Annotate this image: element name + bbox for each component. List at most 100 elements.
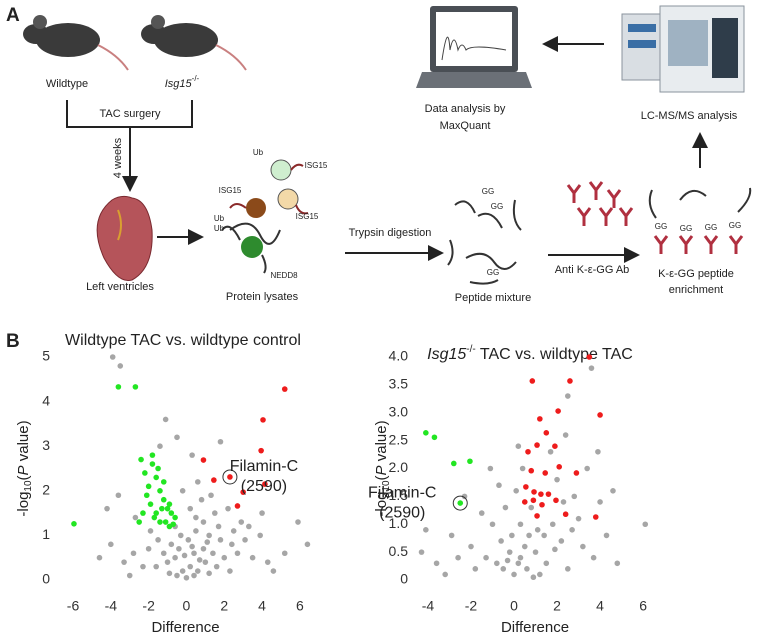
x-axis-label: Difference [501,619,569,634]
data-point [249,554,256,561]
step-label: MaxQuant [440,120,491,132]
data-point [204,539,211,545]
data-point [155,537,161,543]
data-point [149,452,156,458]
data-point [181,552,188,559]
data-point [208,492,214,499]
x-tick-label: -4 [422,598,435,614]
data-point [567,378,573,384]
step-label: LC-MS/MS analysis [641,110,738,122]
data-point [450,460,457,467]
data-point [168,541,175,548]
data-point [130,550,137,557]
x-tick-label: -6 [67,598,80,614]
y-tick-label: 2.5 [389,431,409,447]
tag-label: NEDD8 [270,271,298,280]
data-point [537,416,543,422]
data-point [575,515,582,522]
data-point [194,479,201,485]
data-point [160,479,167,485]
data-point [524,566,530,572]
data-point [136,519,142,525]
data-point [229,541,235,548]
step-label: Protein lysates [226,291,299,303]
data-point [487,465,494,472]
data-point [217,438,224,445]
data-point [145,483,152,490]
data-point [528,504,535,511]
data-point [145,545,152,552]
x-tick-label: 6 [296,598,304,614]
data-point [138,456,144,463]
data-point [238,519,245,525]
data-point [200,519,207,525]
data-point [172,514,178,521]
tag-label: GG [482,187,494,196]
data-point [553,497,559,504]
data-point [442,571,448,578]
data-point [198,496,205,503]
data-point [213,563,220,570]
data-point [242,537,248,543]
data-point [525,448,531,455]
data-point [153,474,159,481]
data-point [211,477,217,483]
step-label: enrichment [669,284,723,296]
data-point [210,550,216,557]
enrichment-icon [648,187,752,254]
data-point [517,554,524,561]
scatter-chart: Wildtype TAC vs. wildtype control -6 -4 -2 0… [15,332,311,634]
laptop-icon [416,6,532,88]
data-point [530,574,537,581]
data-point [227,568,233,574]
data-point [258,447,264,454]
data-point [511,571,517,578]
data-point [472,566,479,572]
data-point [565,566,571,572]
data-point [140,510,146,516]
data-point [221,554,228,561]
data-point [194,568,201,574]
data-point [448,532,455,539]
data-point [174,434,180,441]
data-point [200,457,207,463]
data-point [189,452,195,458]
data-point [234,550,241,557]
data-point [506,549,513,555]
step-label: Left ventricles [86,281,154,293]
label-part: ( [15,475,32,480]
mouse-icon [141,15,247,71]
label-part: -log [373,492,390,517]
data-point [515,443,522,450]
data-point [534,513,540,519]
data-point [160,496,167,503]
data-point [217,537,224,543]
data-point [260,417,266,423]
data-point [281,550,288,557]
data-point [483,554,489,561]
label-part: value) [15,420,32,465]
data-point [246,523,252,530]
x-tick-label: 0 [183,598,191,614]
data-point [517,521,524,528]
heart-vessel [117,209,122,241]
data-point [115,492,122,499]
tag-label: Ub [253,148,264,157]
data-point [162,416,169,423]
x-tick-label: 2 [553,598,561,614]
data-point [147,528,154,534]
step-label: Anti K-ε-GG Ab [555,264,630,276]
data-point [262,481,268,487]
data-point [642,521,649,528]
title-part: TAC vs. wildtype TAC [476,346,633,363]
data-point [174,572,180,579]
data-point [543,430,550,436]
y-tick-label: 1.0 [389,515,409,531]
data-point [457,500,464,506]
data-point [494,560,500,567]
y-axis-label: -log10(P value) [373,420,392,516]
genotype: -/- [192,74,200,83]
group-label: Isg15-/- [165,74,200,90]
data-point [537,571,543,578]
data-point [117,363,124,369]
